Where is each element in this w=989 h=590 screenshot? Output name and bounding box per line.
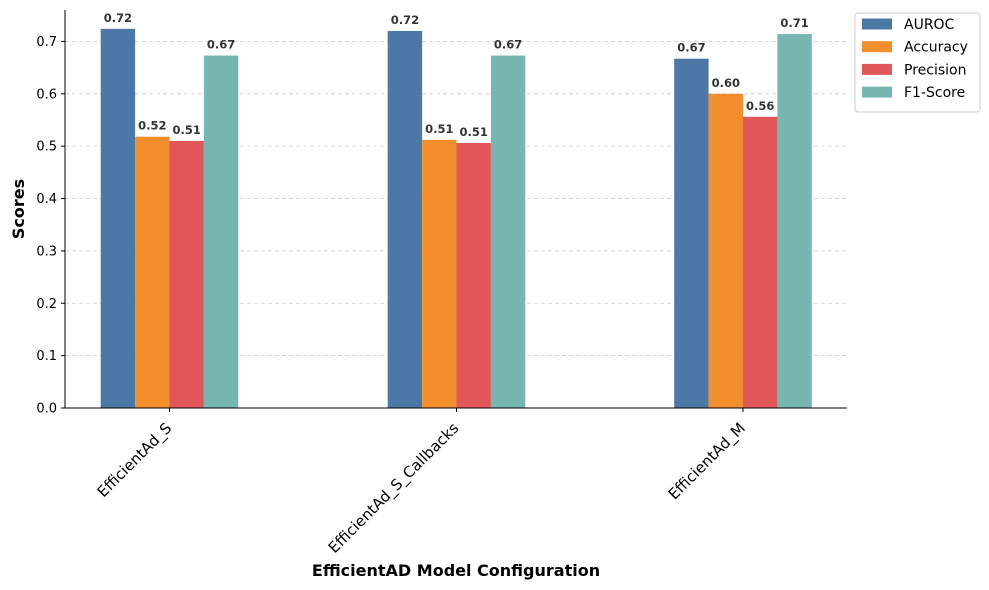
data-label: 0.51 bbox=[173, 123, 201, 137]
y-axis-title: Scores bbox=[9, 179, 28, 239]
bar-f1-score bbox=[777, 34, 812, 408]
data-label: 0.67 bbox=[494, 38, 522, 52]
bar-accuracy bbox=[135, 136, 170, 409]
data-label: 0.51 bbox=[425, 122, 453, 136]
bar-auroc bbox=[387, 30, 423, 409]
legend-label: F1-Score bbox=[904, 85, 965, 101]
bar-precision bbox=[743, 116, 778, 409]
legend-swatch bbox=[862, 18, 892, 30]
data-label: 0.56 bbox=[746, 99, 774, 113]
x-ticks: EfficientAd_S EfficientAd_S_Callbacks Effi… bbox=[94, 408, 750, 557]
x-tick-label: EfficientAd_S bbox=[94, 419, 176, 501]
bar-precision bbox=[456, 143, 491, 408]
data-label: 0.72 bbox=[391, 13, 419, 27]
bar-accuracy bbox=[708, 93, 743, 408]
bar-auroc bbox=[100, 28, 136, 408]
legend-swatch bbox=[862, 63, 892, 75]
x-axis-title: EfficientAD Model Configuration bbox=[312, 561, 600, 580]
bar-precision bbox=[169, 140, 204, 408]
x-tick-label: EfficientAd_S_Callbacks bbox=[325, 419, 463, 557]
y-tick-label: 0.5 bbox=[36, 140, 57, 155]
x-tick-label: EfficientAd_M bbox=[665, 419, 750, 504]
bars bbox=[100, 28, 812, 409]
data-labels: 0.72 0.52 0.51 0.67 0.72 0.51 0.51 0.67 0.67 0.60… bbox=[104, 11, 809, 139]
legend-label: Precision bbox=[904, 62, 966, 78]
data-label: 0.72 bbox=[104, 11, 132, 25]
bar-accuracy bbox=[422, 139, 457, 408]
bar-f1-score bbox=[203, 55, 239, 409]
y-tick-label: 0.1 bbox=[36, 349, 57, 364]
y-tick-label: 0.4 bbox=[36, 192, 57, 207]
y-ticks: 0.0 0.1 0.2 0.3 0.4 0.5 0.6 0.7 bbox=[36, 35, 65, 417]
y-tick-label: 0.0 bbox=[36, 402, 57, 417]
data-label: 0.60 bbox=[712, 76, 740, 90]
y-tick-label: 0.6 bbox=[36, 87, 57, 102]
y-tick-label: 0.2 bbox=[36, 297, 57, 312]
data-label: 0.67 bbox=[677, 41, 705, 55]
legend-swatch bbox=[862, 41, 892, 53]
legend-swatch bbox=[862, 86, 892, 98]
bar-auroc bbox=[674, 58, 709, 408]
bar-f1-score bbox=[490, 55, 526, 409]
y-tick-label: 0.7 bbox=[36, 35, 57, 50]
data-label: 0.67 bbox=[207, 38, 235, 52]
legend: AUROC Accuracy Precision F1-Score bbox=[854, 12, 981, 113]
legend-label: AUROC bbox=[904, 17, 955, 33]
data-label: 0.71 bbox=[780, 16, 808, 30]
data-label: 0.52 bbox=[138, 119, 166, 133]
legend-label: Accuracy bbox=[904, 40, 968, 56]
data-label: 0.51 bbox=[460, 125, 488, 139]
y-tick-label: 0.3 bbox=[36, 244, 57, 259]
